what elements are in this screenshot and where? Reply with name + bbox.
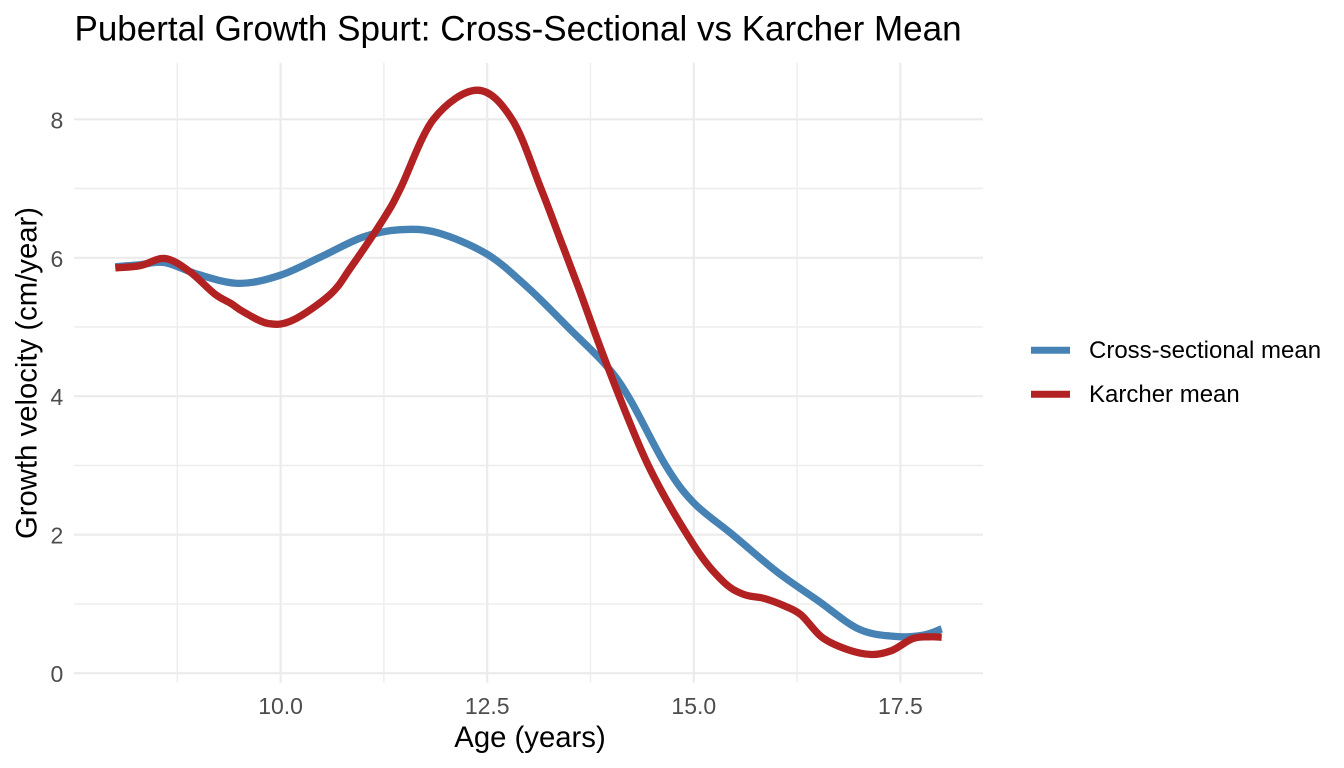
svg-text:0: 0 xyxy=(51,661,64,687)
svg-text:Cross-sectional mean: Cross-sectional mean xyxy=(1089,337,1321,364)
svg-text:Pubertal Growth Spurt: Cross-S: Pubertal Growth Spurt: Cross-Sectional v… xyxy=(75,10,962,49)
svg-text:Age (years): Age (years) xyxy=(454,721,605,754)
svg-text:8: 8 xyxy=(51,107,64,133)
svg-text:Karcher mean: Karcher mean xyxy=(1089,381,1240,408)
svg-text:2: 2 xyxy=(51,523,64,549)
svg-text:15.0: 15.0 xyxy=(671,693,716,719)
svg-text:4: 4 xyxy=(51,384,64,410)
svg-text:6: 6 xyxy=(51,246,64,272)
svg-text:12.5: 12.5 xyxy=(465,693,510,719)
svg-text:10.0: 10.0 xyxy=(258,693,303,719)
svg-text:Growth velocity (cm/year): Growth velocity (cm/year) xyxy=(11,207,44,539)
svg-text:17.5: 17.5 xyxy=(878,693,923,719)
